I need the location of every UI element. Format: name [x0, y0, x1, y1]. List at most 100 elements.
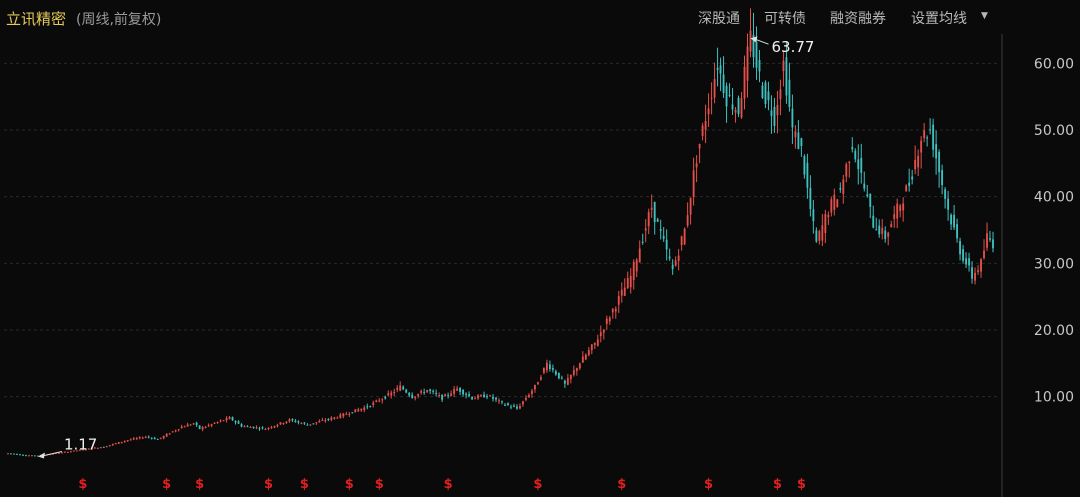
candle[interactable] — [84, 449, 87, 451]
candle[interactable] — [920, 140, 923, 153]
candle[interactable] — [273, 425, 276, 428]
candle[interactable] — [548, 364, 551, 370]
candle[interactable] — [525, 398, 527, 400]
candle[interactable] — [258, 428, 261, 430]
candle[interactable] — [22, 454, 24, 456]
candle[interactable] — [794, 131, 797, 138]
candle[interactable] — [99, 447, 102, 449]
candle[interactable] — [797, 132, 800, 149]
candle[interactable] — [755, 41, 758, 68]
candle[interactable] — [96, 447, 99, 449]
candle[interactable] — [534, 384, 536, 390]
candle[interactable] — [725, 85, 728, 107]
candle[interactable] — [309, 424, 312, 426]
candle[interactable] — [890, 224, 893, 228]
candle[interactable] — [402, 386, 405, 390]
candle[interactable] — [761, 85, 764, 98]
hk-connect-button[interactable]: 深股通 — [698, 11, 740, 27]
candle[interactable] — [111, 443, 114, 446]
candle[interactable] — [411, 394, 414, 399]
candle[interactable] — [354, 409, 357, 413]
candle[interactable] — [180, 426, 183, 429]
candle[interactable] — [689, 197, 692, 215]
candle[interactable] — [330, 417, 333, 420]
candle[interactable] — [707, 108, 710, 115]
candle[interactable] — [288, 419, 291, 422]
candle[interactable] — [210, 424, 213, 426]
candle[interactable] — [267, 427, 270, 429]
candle[interactable] — [809, 187, 812, 210]
candle[interactable] — [962, 249, 964, 261]
candle[interactable] — [81, 449, 84, 451]
candle[interactable] — [713, 79, 716, 98]
candle[interactable] — [914, 159, 917, 170]
candle[interactable] — [563, 380, 566, 384]
candle[interactable] — [174, 430, 177, 432]
candle[interactable] — [659, 229, 662, 231]
candle[interactable] — [432, 390, 435, 392]
candle[interactable] — [186, 424, 189, 427]
candle[interactable] — [569, 374, 572, 380]
candle[interactable] — [162, 435, 165, 439]
candle[interactable] — [522, 401, 524, 405]
candle[interactable] — [971, 267, 973, 279]
candle[interactable] — [156, 439, 159, 441]
candle[interactable] — [369, 406, 372, 408]
candle[interactable] — [905, 185, 908, 192]
candle[interactable] — [201, 427, 204, 430]
candle[interactable] — [501, 401, 503, 403]
candle[interactable] — [25, 455, 27, 457]
candle[interactable] — [737, 97, 740, 115]
candle[interactable] — [887, 232, 890, 237]
candle[interactable] — [869, 193, 872, 207]
candle[interactable] — [728, 94, 731, 96]
candle[interactable] — [207, 425, 210, 427]
candle[interactable] — [593, 342, 596, 346]
candle[interactable] — [929, 129, 932, 131]
candle[interactable] — [866, 194, 869, 197]
event-marker-icon[interactable]: $ — [797, 477, 806, 492]
candle[interactable] — [105, 446, 108, 448]
candle[interactable] — [216, 421, 219, 423]
candle[interactable] — [132, 438, 135, 440]
candle[interactable] — [108, 445, 111, 447]
candle[interactable] — [75, 450, 78, 452]
candle[interactable] — [806, 162, 809, 188]
candle[interactable] — [78, 449, 81, 451]
candle[interactable] — [896, 203, 899, 219]
candle[interactable] — [351, 412, 354, 414]
candle[interactable] — [171, 431, 174, 433]
candle[interactable] — [264, 429, 267, 431]
candle[interactable] — [93, 447, 96, 449]
candle[interactable] — [878, 225, 881, 235]
candle[interactable] — [776, 104, 779, 116]
candle[interactable] — [980, 259, 982, 272]
candle[interactable] — [453, 389, 456, 394]
candle[interactable] — [7, 453, 9, 455]
candle[interactable] — [779, 89, 782, 100]
candle[interactable] — [483, 394, 485, 398]
candle[interactable] — [16, 453, 18, 455]
candle[interactable] — [551, 367, 554, 370]
candle[interactable] — [507, 403, 509, 406]
candle[interactable] — [791, 108, 794, 128]
candle[interactable] — [126, 440, 129, 442]
candle[interactable] — [977, 270, 979, 272]
candle[interactable] — [228, 417, 231, 420]
candle[interactable] — [459, 387, 462, 392]
candle[interactable] — [899, 205, 902, 212]
candle[interactable] — [315, 422, 318, 424]
candle[interactable] — [414, 396, 417, 399]
candle[interactable] — [477, 395, 479, 399]
candle[interactable] — [465, 393, 468, 395]
candle[interactable] — [345, 413, 348, 415]
candle[interactable] — [740, 98, 743, 118]
candle[interactable] — [333, 417, 336, 419]
candle[interactable] — [372, 402, 375, 405]
candle[interactable] — [620, 289, 623, 296]
candle[interactable] — [399, 385, 402, 391]
candle[interactable] — [698, 143, 701, 149]
candle[interactable] — [827, 214, 830, 218]
candle[interactable] — [147, 436, 150, 438]
candle[interactable] — [117, 442, 120, 444]
